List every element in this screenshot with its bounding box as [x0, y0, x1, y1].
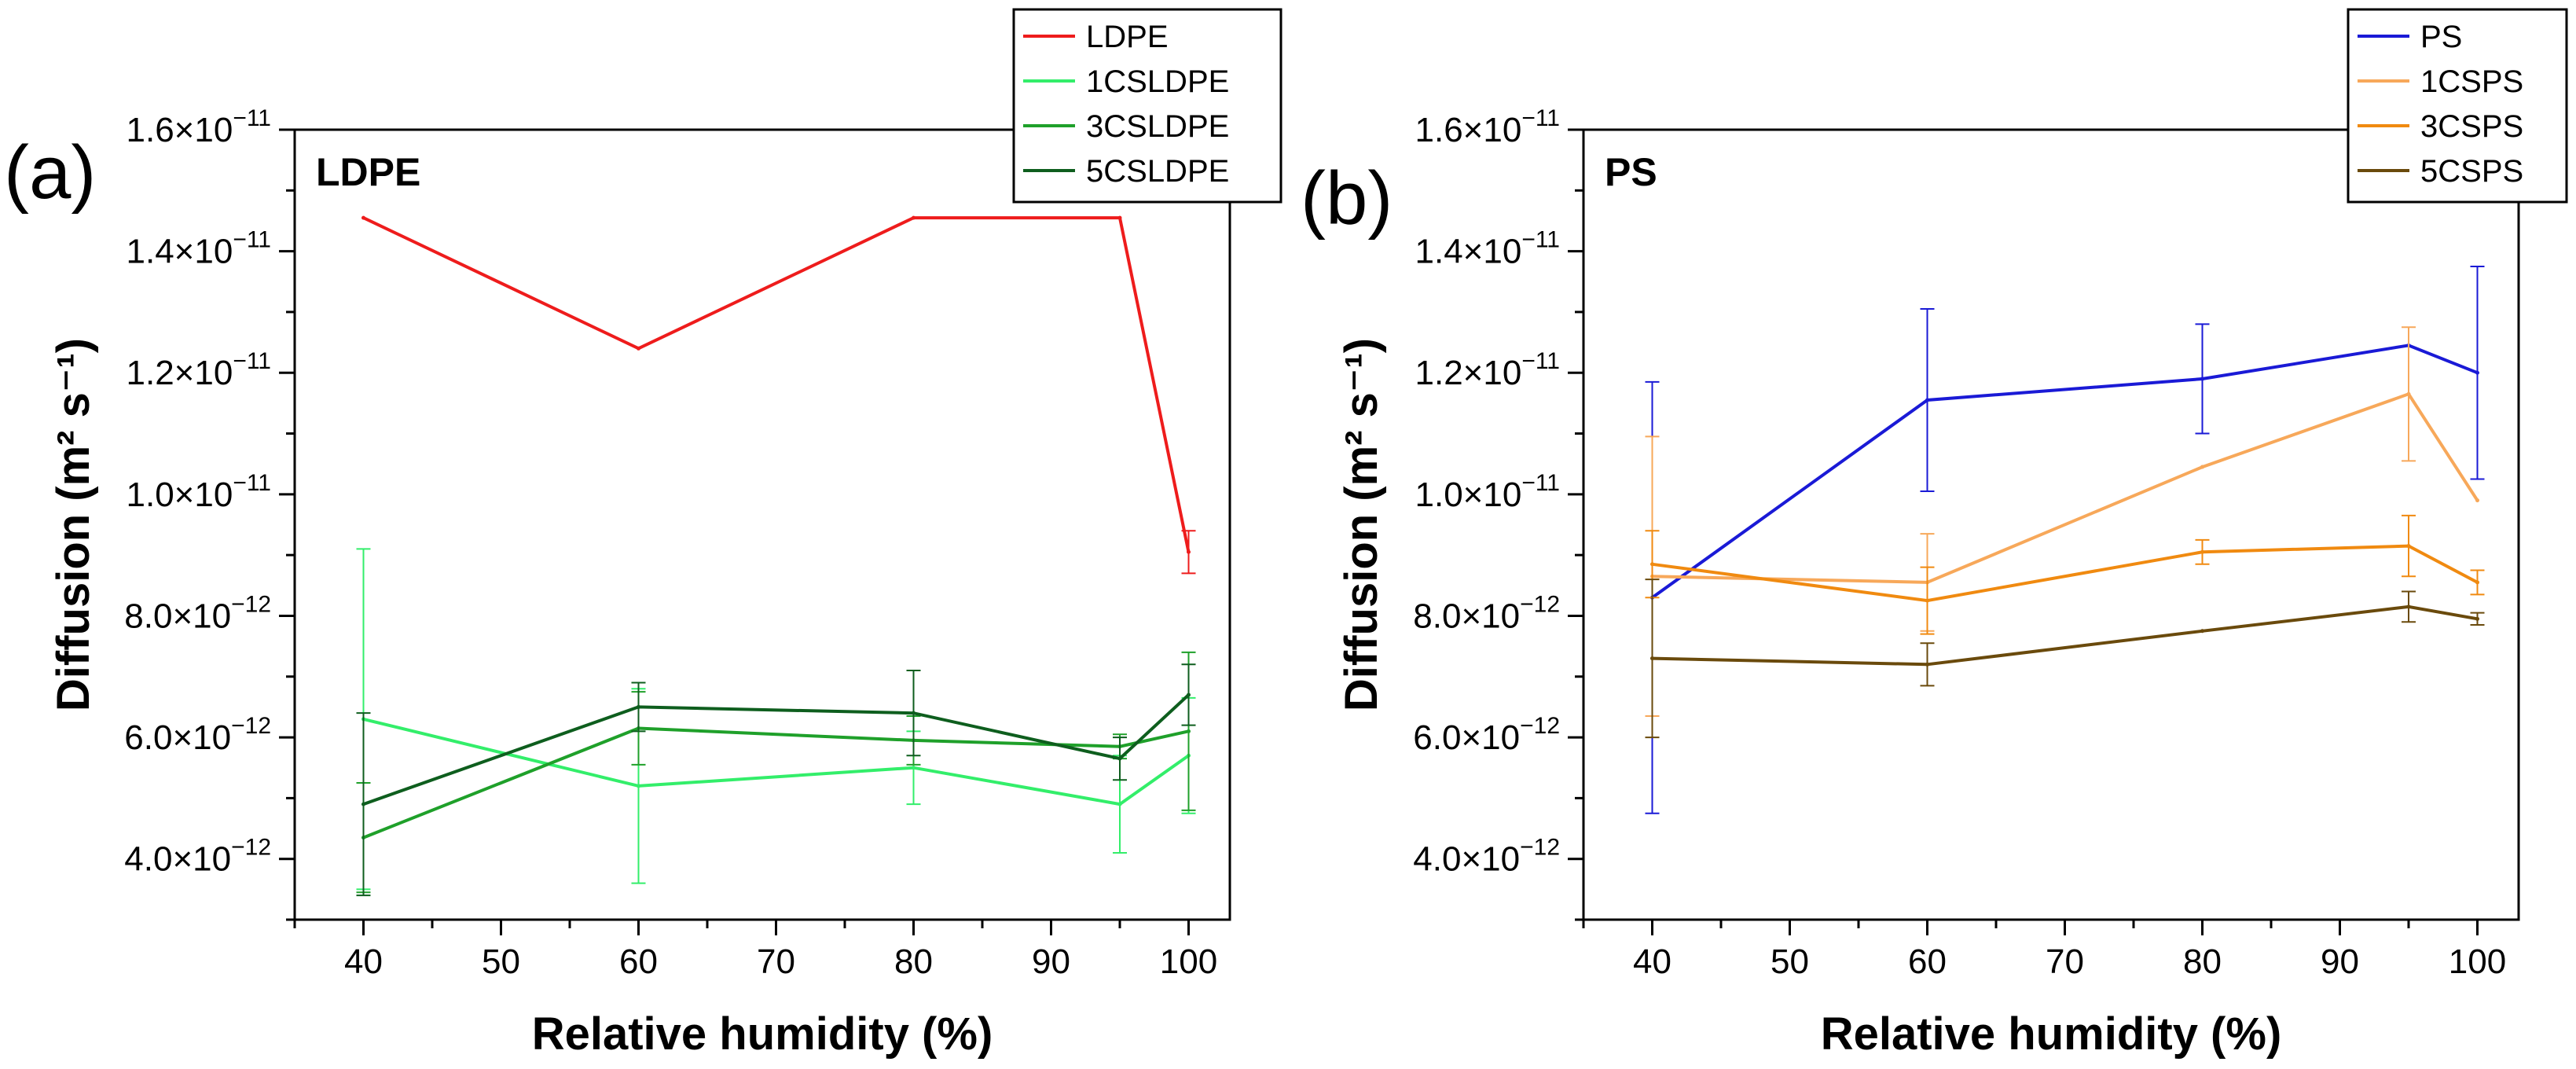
legend-entry: PS [2420, 20, 2462, 54]
x-tick-label: 60 [1908, 942, 1947, 981]
x-tick-label: 100 [1160, 942, 1217, 981]
x-tick-label: 70 [757, 942, 795, 981]
data-point [1117, 215, 1122, 220]
legend: LDPE 1CSLDPE 3CSLDPE 5CSLDPE [1012, 8, 1282, 204]
data-point [637, 346, 640, 351]
y-tick-label: 1.2×10−11 [1415, 348, 1560, 392]
plot-frame [293, 128, 1231, 921]
x-tick-label: 50 [482, 942, 520, 981]
data-point [1187, 549, 1191, 554]
x-tick-label: 50 [1771, 942, 1809, 981]
y-tick-label: 6.0×10−12 [124, 713, 271, 757]
data-point [1117, 756, 1122, 761]
y-tick-label: 1.2×10−11 [127, 348, 271, 392]
data-point [1650, 562, 1654, 567]
x-axis-title: Relative humidity (%) [532, 1008, 993, 1060]
y-tick-label: 4.0×10−12 [124, 835, 271, 879]
legend: PS 1CSPS 3CSPS 5CSPS [2347, 8, 2568, 204]
data-point [2406, 391, 2411, 396]
data-point [2200, 629, 2204, 634]
legend-entry: 1CSLDPE [1086, 64, 1229, 99]
y-tick-label: 1.0×10−11 [1415, 470, 1560, 514]
data-point [912, 215, 916, 220]
series-5csps [1645, 579, 2485, 739]
y-axis-title: Diffusion (m² s⁻¹) [1336, 338, 1387, 711]
y-axis-title: Diffusion (m² s⁻¹) [48, 338, 99, 711]
data-point [2200, 549, 2204, 554]
y-tick-label: 4.0×10−12 [1413, 835, 1560, 879]
data-point [637, 784, 640, 788]
legend-entry: 5CSLDPE [1086, 154, 1229, 189]
data-point [2475, 370, 2479, 375]
legend-entry: 3CSPS [2420, 109, 2523, 144]
panel-letter-a: (a) [4, 130, 96, 215]
x-tick-label: 100 [2449, 942, 2506, 981]
panel-letter-b: (b) [1301, 156, 1393, 241]
panel-ps: (b) PS 40 50 60 70 80 90 100 4.0×10−12 6.0×10−12… [1301, 8, 2568, 1060]
legend-entry: 1CSPS [2420, 64, 2523, 99]
series-line [362, 216, 1191, 553]
x-tick-label: 80 [894, 942, 933, 981]
data-point [912, 766, 916, 770]
data-point [2475, 580, 2479, 585]
series-line [1651, 343, 2479, 599]
y-tick-label: 6.0×10−12 [1413, 713, 1560, 757]
y-tick-label: 1.4×10−11 [1415, 227, 1560, 271]
x-tick-label: 40 [344, 942, 383, 981]
data-point [1925, 662, 1929, 667]
x-tick-label: 90 [2321, 942, 2359, 981]
series-3csldpe [356, 651, 1196, 894]
data-point [2406, 544, 2411, 549]
series-line [1652, 544, 2479, 603]
plot-frame [1582, 128, 2520, 921]
series-1csldpe [356, 548, 1196, 891]
series-3csps [1645, 514, 2485, 635]
data-point [2200, 377, 2204, 381]
x-tick-label: 40 [1633, 942, 1671, 981]
y-tick-label: 1.6×10−11 [127, 105, 271, 149]
data-point [912, 711, 916, 715]
series-1csps [1645, 326, 2479, 718]
panel-title: LDPE [316, 150, 420, 194]
legend-entry: 5CSPS [2420, 154, 2523, 189]
series-ldpe [361, 215, 1196, 575]
data-point [1117, 802, 1122, 806]
panel-ldpe: (a) LDPE 40 50 60 70 80 90 100 4.0×10−12 6.0×10−… [4, 8, 1282, 1060]
data-point [2406, 604, 2411, 609]
data-point [361, 802, 365, 806]
x-tick-label: 60 [619, 942, 658, 981]
y-tick-label: 1.0×10−11 [127, 470, 271, 514]
y-tick-label: 8.0×10−12 [1413, 591, 1560, 635]
series-line [1652, 604, 2478, 667]
data-point [1650, 656, 1654, 661]
data-point [1925, 598, 1929, 603]
legend-entry: LDPE [1086, 20, 1169, 54]
x-axis-title: Relative humidity (%) [1821, 1008, 2282, 1060]
data-point [1925, 398, 1929, 402]
x-tick-label: 90 [1032, 942, 1070, 981]
data-point [1187, 692, 1191, 697]
y-tick-label: 8.0×10−12 [124, 591, 271, 635]
data-point [1187, 729, 1191, 733]
series-ps [1645, 265, 2485, 814]
data-point [637, 704, 640, 709]
data-point [2475, 616, 2479, 621]
panel-title: PS [1605, 150, 1657, 194]
x-tick-label: 70 [2046, 942, 2084, 981]
series-line [362, 726, 1189, 839]
x-tick-label: 80 [2183, 942, 2222, 981]
series-line [1652, 391, 2479, 584]
y-tick-label: 1.4×10−11 [127, 227, 271, 271]
y-tick-label: 1.6×10−11 [1415, 105, 1560, 149]
legend-entry: 3CSLDPE [1086, 109, 1229, 144]
data-point [2475, 498, 2479, 503]
series-5csldpe [356, 663, 1196, 897]
data-point [2200, 465, 2204, 469]
data-point [361, 215, 365, 220]
